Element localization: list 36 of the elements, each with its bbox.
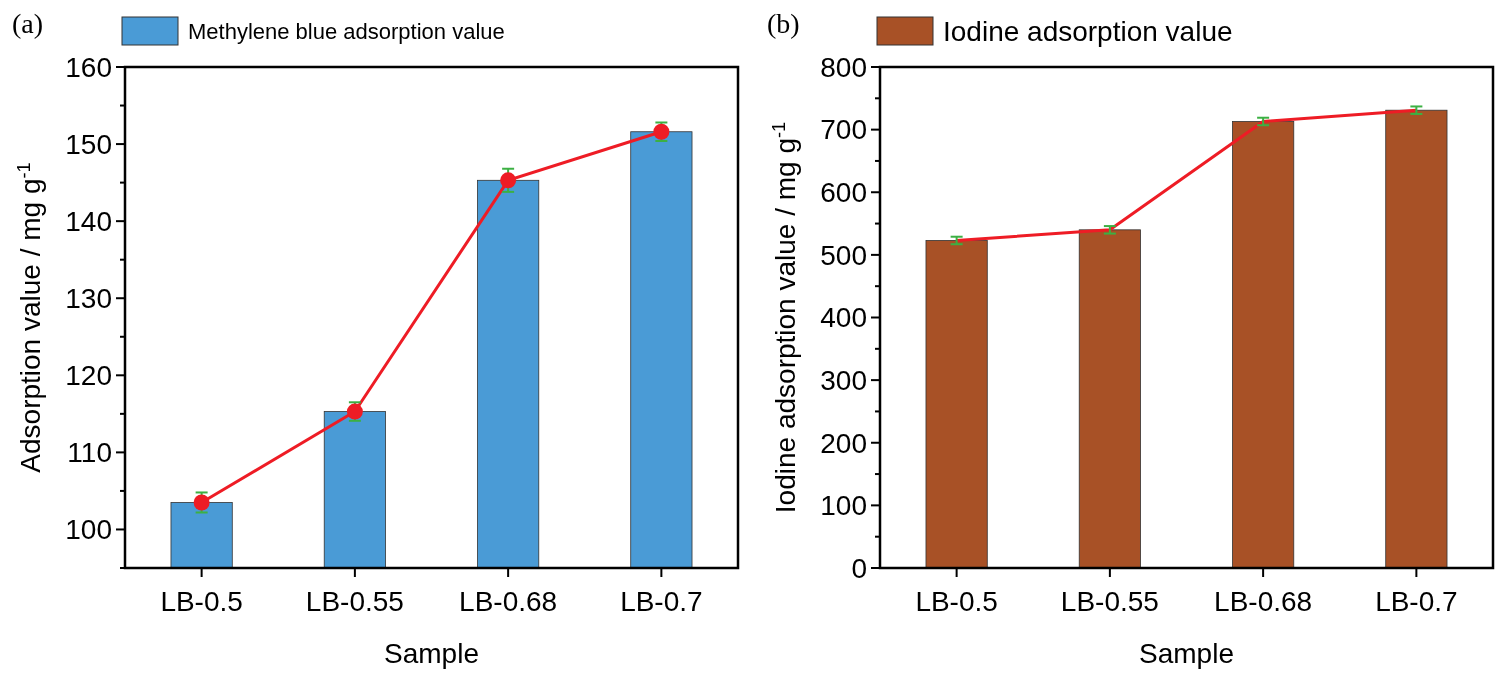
y-tick-label: 160 [65,51,112,83]
chart-title: (b) [767,8,800,39]
x-tick-label: LB-0.55 [305,586,404,617]
x-tick-label: LB-0.55 [1060,586,1159,617]
bar [1078,229,1141,569]
y-tick-label: 400 [820,302,867,334]
x-axis-title: Sample [384,638,479,669]
bar [1385,109,1448,569]
y-tick-label: 150 [65,128,112,160]
bar [925,240,988,569]
line-series [955,108,1418,242]
y-tick-label: 100 [65,514,112,546]
x-tick-label: LB-0.5 [160,586,243,617]
y-tick-label: 120 [65,360,112,392]
x-tick-label: LB-0.7 [1375,586,1458,617]
chart-title: (a) [12,8,44,39]
x-tick-label: LB-0.5 [915,586,998,617]
legend-label: Methylene blue adsorption value [188,18,505,44]
y-tick-label: 0 [851,552,867,584]
y-tick-label: 600 [820,177,867,209]
y-tick-label: 100 [820,490,867,522]
x-tick-label: LB-0.68 [1214,586,1313,617]
bar [1232,121,1295,569]
x-axis-title: Sample [1139,638,1234,669]
y-tick-label: 800 [820,51,867,83]
y-tick-label: 140 [65,205,112,237]
point [500,172,517,189]
x-tick-label: LB-0.68 [459,586,558,617]
y-tick-label: 500 [820,239,867,271]
y-tick-label: 200 [820,427,867,459]
y-tick-label: 300 [820,364,867,396]
y-tick-label: 110 [67,437,112,469]
y-tick-label: 130 [65,283,112,315]
y-tick-label: 700 [820,114,867,146]
x-tick-label: LB-0.7 [620,586,703,617]
legend-label: Iodine adsorption value [943,15,1233,47]
